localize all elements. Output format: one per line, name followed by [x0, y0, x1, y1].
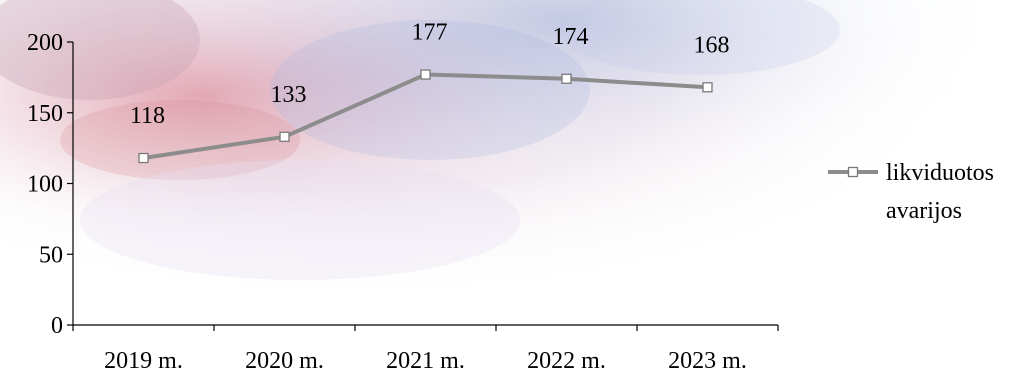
x-tick-label: 2023 m.	[668, 348, 747, 374]
x-tick-label: 2021 m.	[386, 348, 465, 374]
data-label: 174	[553, 24, 589, 50]
legend-marker-swatch	[847, 166, 859, 178]
y-axis-ticks: 0 50 100 150 200	[27, 30, 73, 339]
legend: likviduotos avarijos	[828, 160, 994, 224]
data-point-marker	[420, 69, 431, 80]
data-labels: 118 133 177 174 168	[130, 20, 730, 129]
y-tick-label: 0	[51, 313, 63, 339]
data-point-marker	[561, 73, 572, 84]
data-label: 133	[271, 82, 307, 108]
data-label: 177	[412, 20, 448, 46]
y-tick-label: 50	[39, 242, 63, 268]
legend-label: avarijos	[886, 198, 962, 224]
x-tick-label: 2020 m.	[245, 348, 324, 374]
y-tick-label: 100	[27, 172, 63, 198]
x-tick-label: 2019 m.	[104, 348, 183, 374]
data-label: 118	[130, 103, 165, 129]
data-label: 168	[694, 32, 730, 58]
data-point-marker	[279, 131, 290, 142]
series-markers	[138, 69, 713, 164]
x-tick-label: 2022 m.	[527, 348, 606, 374]
y-tick-label: 150	[27, 101, 63, 127]
x-axis-ticks: 2019 m. 2020 m. 2021 m. 2022 m. 2023 m.	[72, 325, 779, 374]
data-point-marker	[702, 82, 713, 93]
data-point-marker	[138, 152, 149, 164]
legend-label: likviduotos	[886, 160, 994, 186]
y-tick-label: 200	[27, 30, 63, 56]
